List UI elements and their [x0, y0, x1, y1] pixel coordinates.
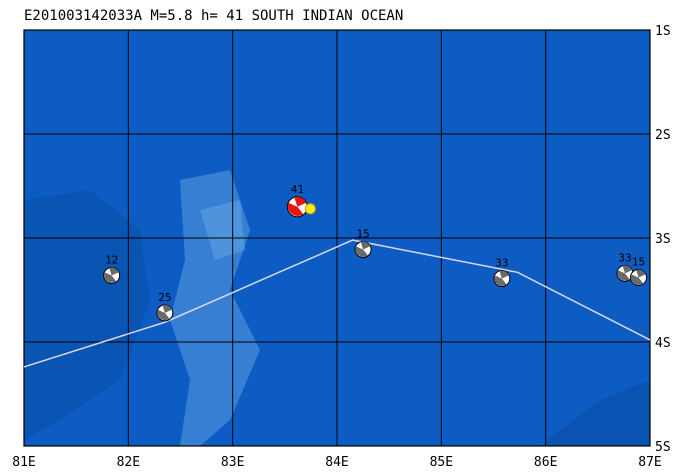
beachball-quadrant: [162, 304, 173, 313]
depth-label: 12: [105, 253, 118, 266]
plate-boundary: [23, 239, 651, 368]
beachball-quadrant: [622, 265, 633, 274]
x-tick-label: 84E: [325, 455, 348, 470]
depth-label: 25: [158, 291, 171, 304]
beachball-quadrant: [617, 270, 630, 281]
focal-mechanism: 41: [286, 183, 316, 218]
beachball-quadrant: [355, 246, 368, 257]
beachball-quadrant: [636, 269, 646, 278]
focal-mechanism: 25: [156, 291, 174, 322]
depth-label: 15: [632, 256, 645, 269]
y-tick-label: 1S: [655, 24, 671, 39]
beachball-quadrant: [360, 241, 371, 250]
beachball-quadrant: [630, 274, 644, 285]
depth-label: 33: [618, 251, 631, 264]
x-tick-label: 86E: [534, 455, 557, 470]
depth-label: 41: [291, 183, 304, 196]
y-tick-label: 3S: [655, 232, 671, 247]
beachball-quadrant: [499, 270, 510, 279]
depth-label: 33: [495, 257, 508, 270]
x-tick-label: 82E: [117, 455, 140, 470]
x-tick-label: 87E: [638, 455, 661, 470]
beachball-quadrant: [157, 309, 170, 321]
frame: [23, 29, 651, 447]
focal-mechanism: 12: [103, 253, 121, 284]
x-tick-label: 81E: [12, 455, 35, 470]
map-title: E201003142033A M=5.8 h= 41 SOUTH INDIAN …: [24, 8, 403, 24]
depth-label: 15: [356, 227, 369, 240]
y-tick-label: 4S: [655, 336, 671, 351]
focal-mechanism: 15: [354, 227, 372, 258]
focal-mechanism: 33: [493, 257, 511, 288]
beachball-quadrant: [287, 202, 304, 216]
beachball-quadrant: [294, 196, 307, 207]
y-tick-label: 5S: [655, 440, 671, 455]
focal-mechanism: 33: [616, 251, 634, 282]
beachball-quadrant: [104, 272, 117, 283]
epicenter: [304, 203, 316, 215]
focal-mechanism: 15: [630, 256, 648, 287]
y-tick-label: 2S: [655, 128, 671, 143]
x-tick-label: 85E: [430, 455, 453, 470]
beachball-quadrant: [109, 267, 119, 276]
x-tick-label: 83E: [221, 455, 244, 470]
beachball-quadrant: [494, 275, 507, 286]
